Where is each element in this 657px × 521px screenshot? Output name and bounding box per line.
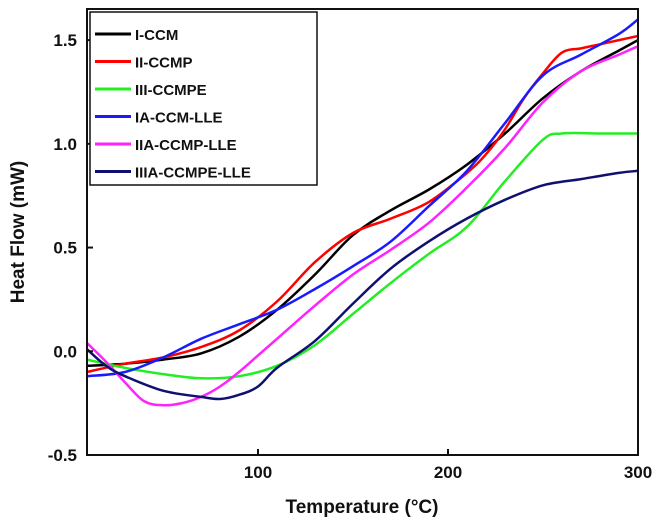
legend: I-CCM II-CCMP III-CCMPE IA-CCM-LLE IIA-CCMP-… xyxy=(89,11,318,186)
y-tick-label: -0.5 xyxy=(48,446,77,465)
plot-lines xyxy=(86,18,639,407)
series-line-5 xyxy=(86,45,639,407)
y-axis-title: Heat Flow (mW) xyxy=(8,161,29,304)
y-tick-label: 0.5 xyxy=(53,239,77,258)
y-tick-label: 0.0 xyxy=(53,342,77,361)
y-tick-label: 1.0 xyxy=(53,135,77,154)
x-tick-label: 100 xyxy=(244,463,272,482)
legend-label: I-CCM xyxy=(135,27,178,44)
y-tick-label: 1.5 xyxy=(53,31,77,50)
series-line-4 xyxy=(86,18,639,378)
series-line-3 xyxy=(86,131,638,380)
legend-label: IIA-CCMP-LLE xyxy=(135,137,237,154)
y-axis: -0.5 0.0 0.5 1.0 1.5 xyxy=(48,31,93,465)
x-axis: 100 200 300 xyxy=(244,449,652,482)
plot-frame xyxy=(86,8,639,456)
legend-label: IA-CCM-LLE xyxy=(135,110,222,127)
x-tick-label: 300 xyxy=(624,463,652,482)
x-tick-label: 200 xyxy=(434,463,462,482)
x-axis-title: Temperature (°C) xyxy=(286,497,439,518)
series-line-6 xyxy=(86,169,639,401)
legend-label: IIIA-CCMPE-LLE xyxy=(135,165,251,182)
legend-label: II-CCMP xyxy=(135,55,193,72)
legend-label: III-CCMPE xyxy=(135,82,207,99)
legend-box xyxy=(89,11,318,186)
